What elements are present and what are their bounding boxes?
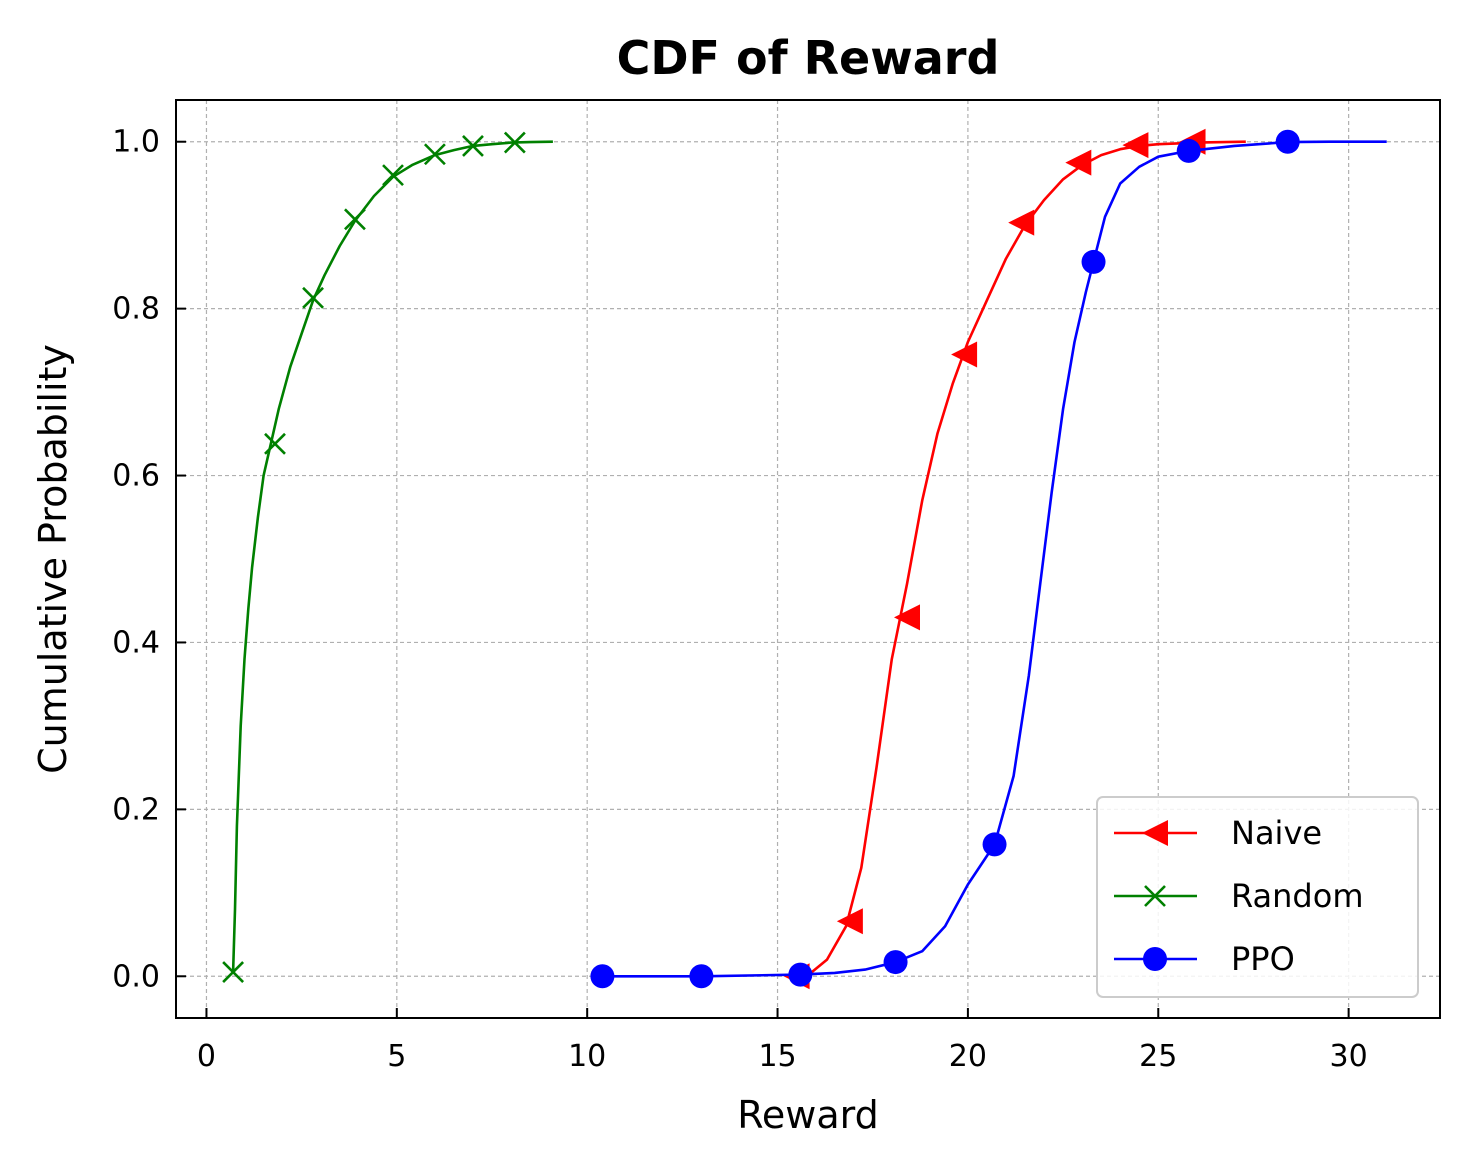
x-tick-label: 5 (387, 1039, 406, 1074)
data-point-ppo (883, 950, 908, 975)
plot-frame (175, 99, 1441, 1019)
data-point-ppo (788, 962, 813, 987)
data-point-random (503, 131, 526, 154)
y-tick-label: 0.0 (112, 959, 160, 994)
axes-ticks: 0 5 10 15 20 25 30 0.0 0.2 0.4 0.6 0.8 1.0 (112, 125, 1367, 1074)
y-tick-label: 0.2 (112, 792, 160, 827)
data-point-naive (1122, 132, 1149, 159)
data-point-naive (893, 604, 920, 631)
data-point-ppo (982, 832, 1007, 857)
data-point-naive (836, 908, 863, 935)
legend-marker-naive (1142, 820, 1168, 846)
data-point-random (264, 432, 286, 455)
data-point-ppo (1275, 129, 1300, 154)
y-tick-label: 0.8 (112, 292, 160, 327)
legend-label-ppo: PPO (1231, 940, 1295, 978)
series-line-random (231, 140, 553, 973)
legend: Naive Random PPO (1096, 796, 1419, 998)
plot-area (222, 128, 1387, 990)
series-random (222, 131, 553, 984)
y-tick-label: 1.0 (112, 125, 160, 160)
x-tick-label: 30 (1330, 1039, 1368, 1074)
legend-label-random: Random (1231, 877, 1363, 915)
data-point-random (423, 143, 446, 166)
series-ppo (590, 129, 1387, 989)
data-point-ppo (1081, 249, 1106, 274)
x-tick-label: 25 (1139, 1039, 1177, 1074)
data-point-random (462, 134, 484, 157)
legend-box (1096, 796, 1419, 998)
data-point-naive (1008, 209, 1035, 236)
y-tick-label: 0.4 (112, 625, 160, 660)
x-tick-label: 10 (568, 1039, 606, 1074)
data-point-naive (1065, 149, 1092, 176)
x-tick-label: 20 (949, 1039, 987, 1074)
legend-marker-random (1144, 885, 1166, 907)
data-point-ppo (1176, 138, 1201, 163)
y-axis-label: Cumulative Probability (31, 344, 75, 774)
data-point-ppo (689, 964, 714, 989)
x-tick-label: 0 (197, 1039, 216, 1074)
legend-label-naive: Naive (1231, 814, 1322, 852)
chart-title: CDF of Reward (617, 31, 1000, 85)
data-point-random (344, 208, 366, 231)
data-point-ppo (590, 964, 615, 989)
data-point-random (222, 961, 245, 984)
legend-marker-ppo (1143, 947, 1167, 971)
x-tick-label: 15 (758, 1039, 796, 1074)
y-tick-label: 0.6 (112, 459, 160, 494)
x-axis-label: Reward (737, 1093, 879, 1137)
data-point-random (382, 164, 404, 187)
data-point-naive (951, 341, 978, 368)
data-point-random (302, 286, 324, 309)
